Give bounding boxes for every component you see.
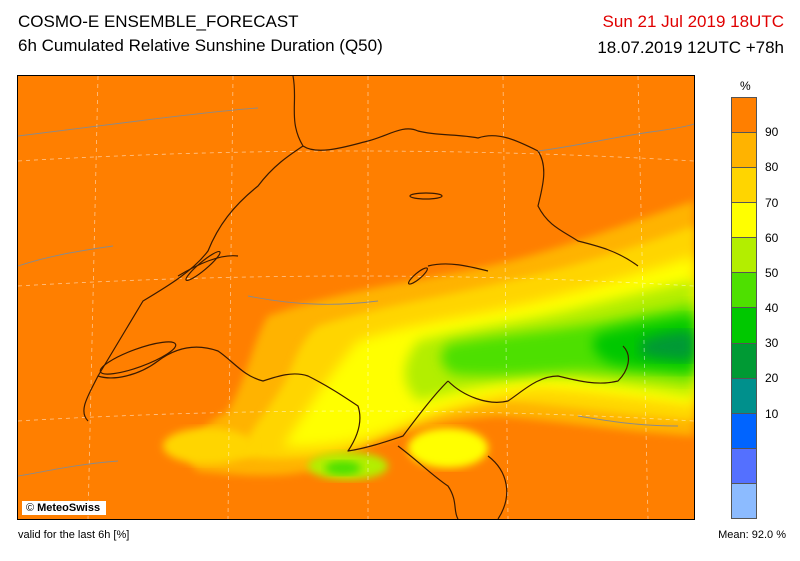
legend-swatch-9 xyxy=(732,413,756,449)
sunshine-patch-south-3 xyxy=(325,461,361,475)
valid-time: Sun 21 Jul 2019 18UTC xyxy=(602,12,784,31)
legend-swatch-2 xyxy=(732,168,756,204)
validity-note: valid for the last 6h [%] xyxy=(18,529,130,541)
legend-swatch-7 xyxy=(732,343,756,379)
map-credit: © MeteoSwiss xyxy=(22,501,107,515)
mean-value: Mean: 92.0 % xyxy=(718,529,786,541)
color-legend xyxy=(731,97,757,519)
legend-tick-label: 50 xyxy=(765,265,779,280)
legend-tick-label: 40 xyxy=(765,301,779,315)
run-time: 18.07.2019 12UTC +78h xyxy=(597,38,784,57)
sunshine-patch-south-1 xyxy=(163,428,253,464)
legend-unit: % xyxy=(740,79,751,93)
credit-text: MeteoSwiss xyxy=(37,502,101,514)
map-title: COSMO-E ENSEMBLE_FORECAST xyxy=(18,12,299,31)
country-borders xyxy=(83,76,639,519)
legend-tick-label: 60 xyxy=(765,230,779,245)
legend-tick-label: 90 xyxy=(765,125,779,140)
legend-tick-label: 70 xyxy=(765,195,779,210)
legend-swatch-0 xyxy=(732,98,756,134)
legend-swatch-10 xyxy=(732,448,756,484)
copyright-symbol: © xyxy=(26,502,35,514)
legend-tick-label: 10 xyxy=(765,406,779,421)
forecast-map: © MeteoSwiss xyxy=(17,75,695,520)
legend-swatch-1 xyxy=(732,133,756,169)
region-borders xyxy=(18,107,694,477)
sunshine-patch-south-4 xyxy=(408,428,488,468)
map-subtitle: 6h Cumulated Relative Sunshine Duration … xyxy=(18,36,383,55)
forecast-map-canvas xyxy=(18,76,694,519)
legend-swatch-8 xyxy=(732,378,756,414)
sunshine-field-20-30 xyxy=(639,331,694,361)
legend-swatch-6 xyxy=(732,308,756,344)
legend-tick-label: 20 xyxy=(765,371,779,386)
legend-swatch-4 xyxy=(732,238,756,274)
legend-swatch-3 xyxy=(732,203,756,239)
legend-swatch-5 xyxy=(732,273,756,309)
legend-tick-label: 80 xyxy=(765,160,779,175)
graticule xyxy=(18,76,694,519)
legend-tick-label: 30 xyxy=(765,336,779,351)
legend-swatch-11 xyxy=(732,483,756,518)
